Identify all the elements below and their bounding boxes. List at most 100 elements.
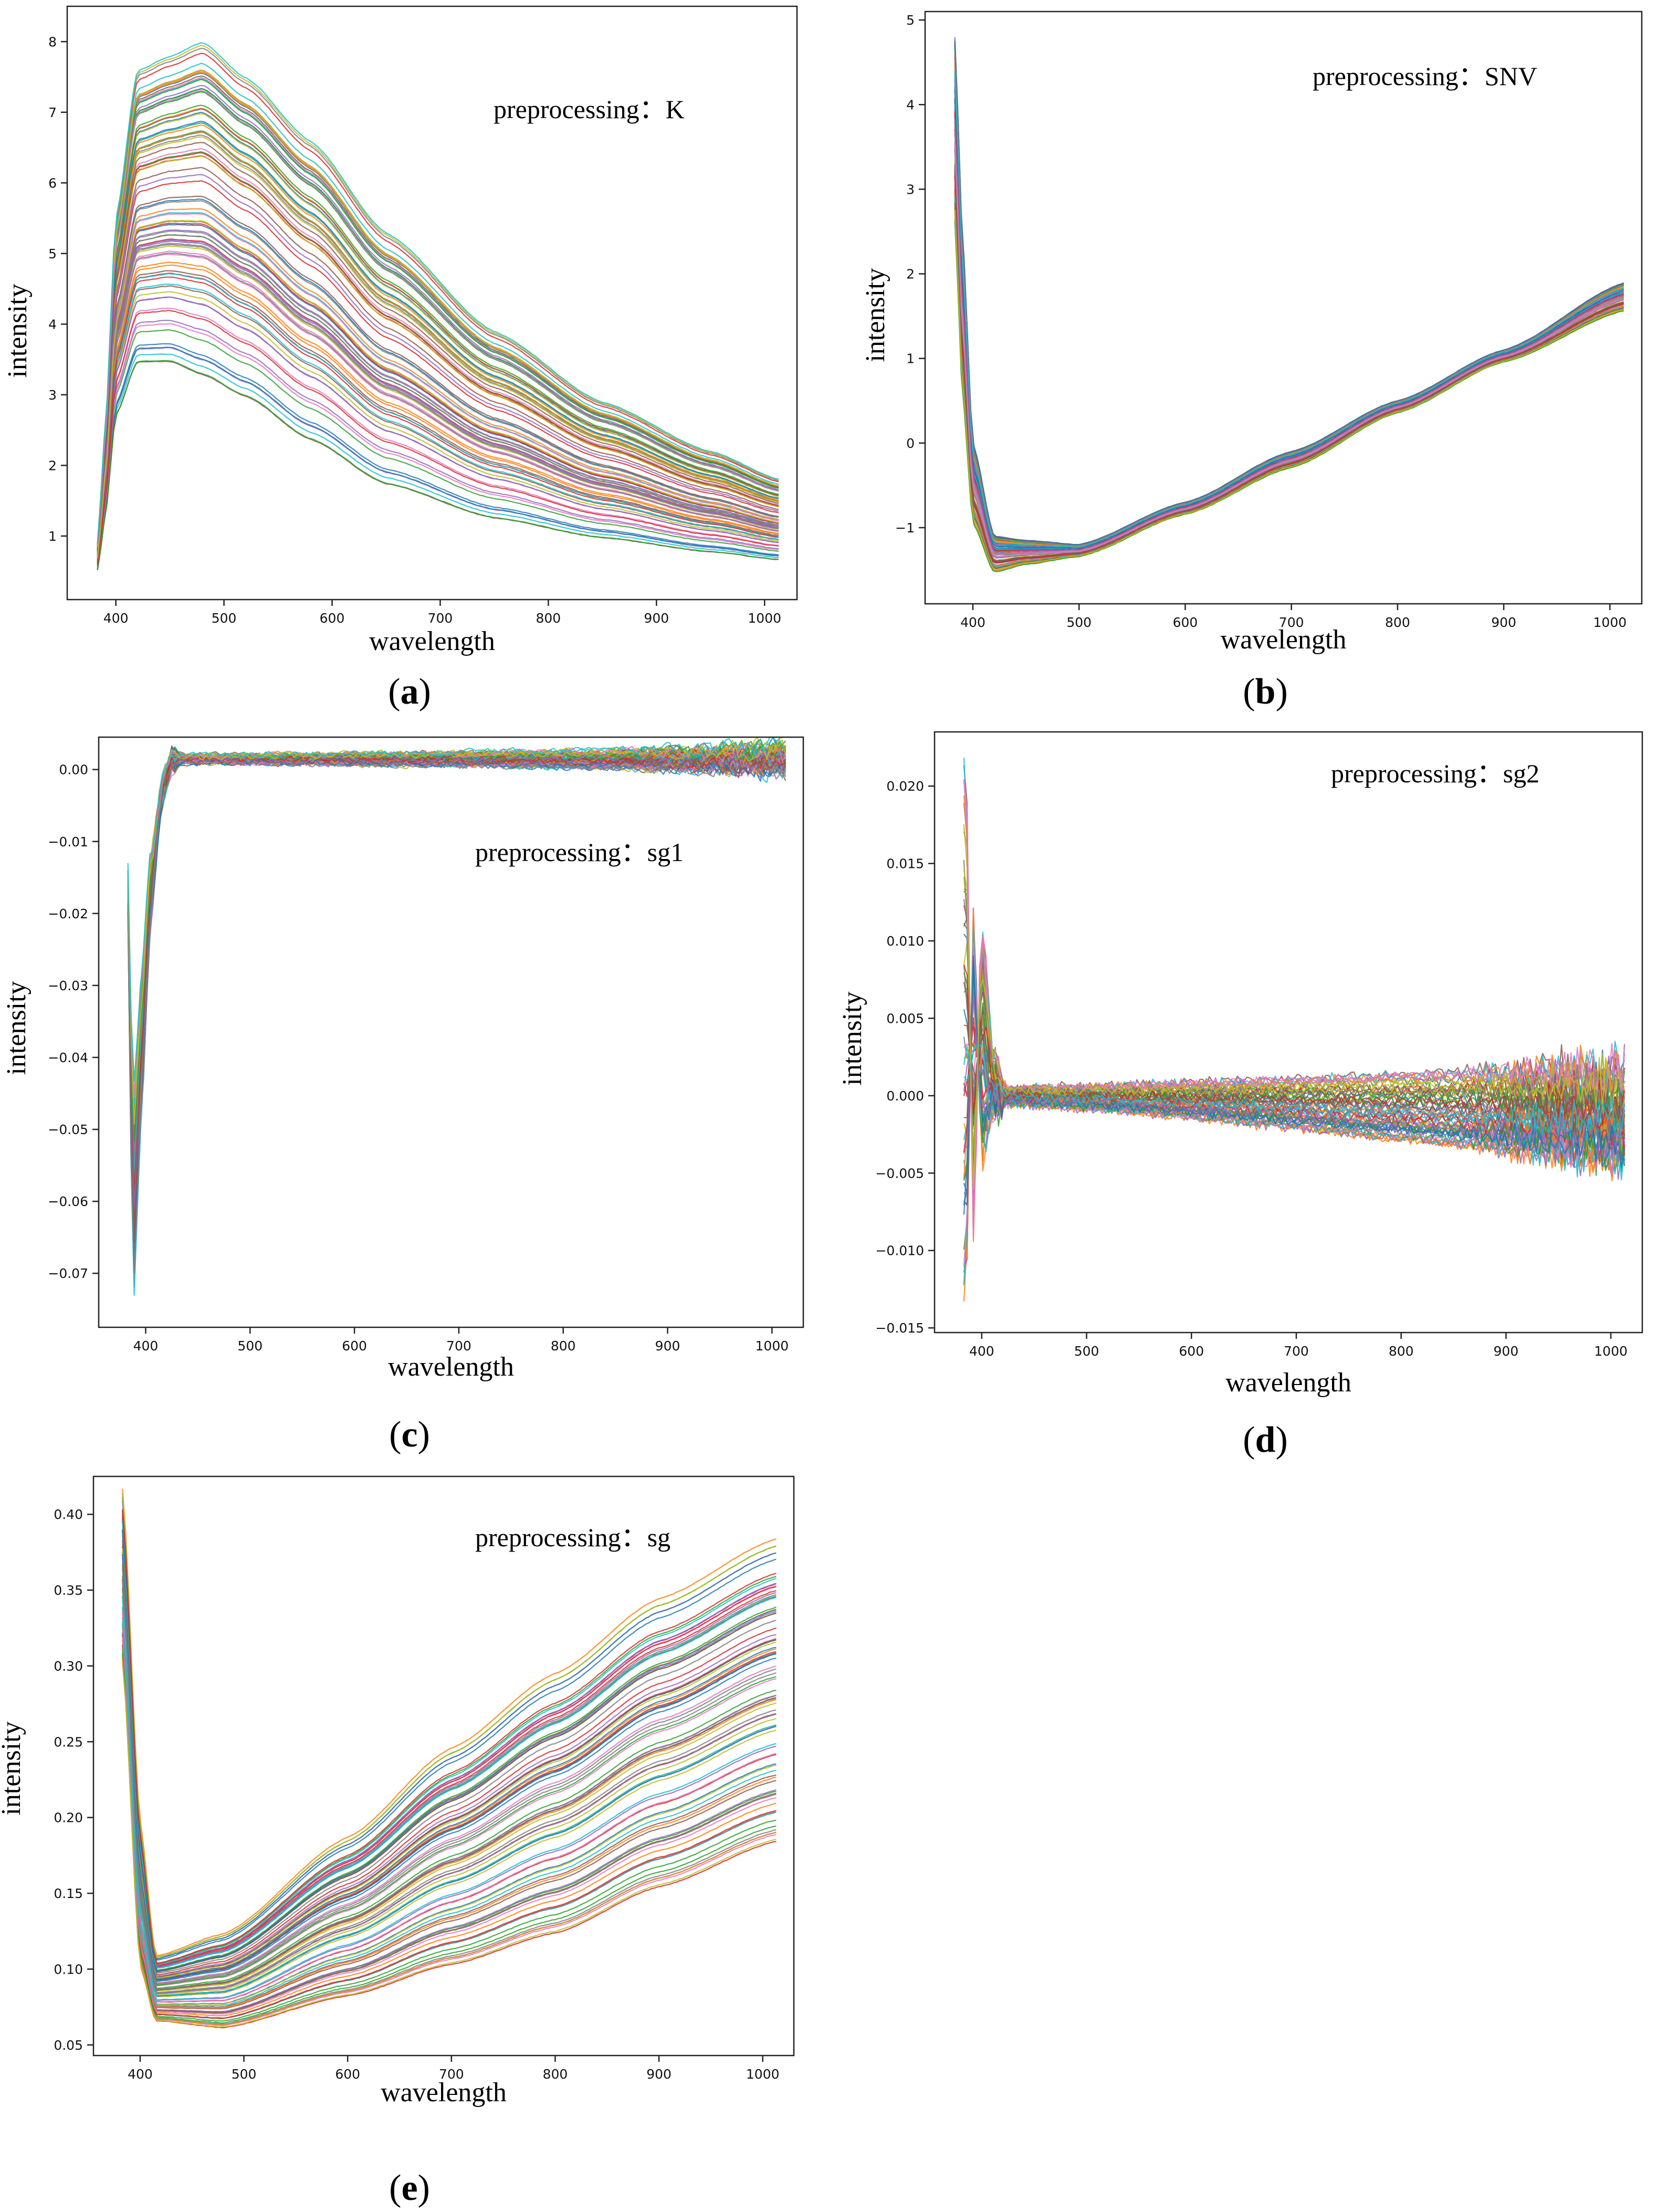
y-tick-label-a-5: 6 xyxy=(48,175,57,191)
series-line-e-19 xyxy=(122,1583,777,1992)
series-line-d-57 xyxy=(963,779,1625,1218)
series-line-e-74 xyxy=(122,1644,777,2019)
series-line-b-85 xyxy=(954,118,1624,553)
y-tick-label-d-6: −0.010 xyxy=(875,1243,924,1259)
series-line-a-36 xyxy=(97,75,779,546)
series-line-e-70 xyxy=(122,1522,777,1969)
series-line-e-21 xyxy=(122,1497,777,1959)
series-line-a-37 xyxy=(97,307,779,566)
series-line-e-33 xyxy=(122,1653,777,2024)
series-line-d-43 xyxy=(963,960,1625,1181)
series-line-a-86 xyxy=(97,142,779,552)
series-line-a-9 xyxy=(97,291,779,564)
series-line-a-63 xyxy=(97,88,779,547)
x-tick-label-d-600: 600 xyxy=(1179,1344,1204,1359)
series-line-a-83 xyxy=(97,360,779,571)
y-tick-label-b-5: 4 xyxy=(906,97,915,112)
series-line-a-14 xyxy=(97,53,779,544)
series-line-e-62 xyxy=(122,1488,777,1956)
series-line-e-51 xyxy=(122,1596,777,1997)
y-tick-label-c-4: −0.04 xyxy=(48,1050,88,1065)
series-line-e-72 xyxy=(122,1625,777,2009)
x-axis-label-a: wavelength xyxy=(369,626,495,656)
series-line-c-56 xyxy=(127,755,786,1243)
series-line-b-83 xyxy=(954,221,1624,572)
series-line-e-68 xyxy=(122,1587,777,1993)
series-line-a-45 xyxy=(97,296,779,565)
x-tick-label-c-700: 700 xyxy=(446,1338,471,1354)
y-tick-label-d-3: 0.005 xyxy=(886,1011,924,1026)
series-line-a-71 xyxy=(97,347,779,570)
series-line-b-87 xyxy=(954,143,1624,558)
x-tick-label-d-500: 500 xyxy=(1074,1344,1099,1359)
x-tick-label-c-500: 500 xyxy=(237,1338,263,1354)
x-tick-label-d-1000: 1000 xyxy=(1594,1344,1628,1359)
series-group-b xyxy=(954,37,1624,572)
y-tick-label-d-4: 0.000 xyxy=(886,1088,924,1104)
panel-c: 400 500 600 700 800 900 1000 0.00 −0.01 −0.02 −0.0… xyxy=(2,736,804,1455)
y-tick-label-c-2: −0.02 xyxy=(48,906,88,921)
series-group-a xyxy=(97,42,779,571)
x-tick-label-a-800: 800 xyxy=(536,611,561,626)
series-line-c-51 xyxy=(127,746,786,1266)
x-tick-label-d-900: 900 xyxy=(1494,1344,1519,1359)
series-line-a-70 xyxy=(97,353,779,570)
x-tick-label-a-900: 900 xyxy=(644,611,669,626)
y-tick-label-b-6: 5 xyxy=(906,13,915,28)
x-tick-label-b-900: 900 xyxy=(1491,615,1516,630)
series-line-e-39 xyxy=(122,1598,777,1998)
series-line-a-68 xyxy=(97,200,779,557)
x-tick-label-b-400: 400 xyxy=(960,615,985,630)
series-line-a-56 xyxy=(97,285,779,564)
y-tick-label-c-3: −0.03 xyxy=(48,978,88,993)
panel-b: 400 500 600 700 800 900 1000 −1 0 1 2 3 4 5 preprocess… xyxy=(861,11,1643,712)
x-tick-label-e-400: 400 xyxy=(128,2067,153,2082)
series-line-e-53 xyxy=(122,1510,777,1965)
y-tick-label-d-2: 0.010 xyxy=(886,934,924,949)
x-tick-label-b-700: 700 xyxy=(1279,615,1304,630)
series-line-a-32 xyxy=(97,208,779,557)
series-line-a-46 xyxy=(97,195,779,556)
series-line-a-29 xyxy=(97,136,779,551)
x-tick-label-a-600: 600 xyxy=(320,611,345,626)
series-line-e-66 xyxy=(122,1547,777,1978)
series-line-a-2 xyxy=(97,261,779,562)
series-line-e-81 xyxy=(122,1554,777,1981)
series-line-a-16 xyxy=(97,270,779,562)
series-line-d-40 xyxy=(963,758,1625,1229)
series-line-e-6 xyxy=(122,1623,777,2008)
y-tick-label-c-7: −0.07 xyxy=(48,1266,88,1281)
series-line-d-55 xyxy=(963,990,1625,1162)
series-line-a-74 xyxy=(97,152,779,552)
series-line-d-47 xyxy=(963,781,1625,1239)
series-line-a-55 xyxy=(97,240,779,560)
series-line-a-48 xyxy=(97,244,779,560)
series-line-e-63 xyxy=(122,1528,777,1971)
series-line-e-11 xyxy=(122,1501,777,1961)
series-line-e-76 xyxy=(122,1634,777,2014)
y-tick-label-d-7: −0.015 xyxy=(875,1320,924,1336)
series-line-c-58 xyxy=(127,753,786,1274)
x-axis-label-e: wavelength xyxy=(381,2078,507,2108)
x-tick-label-e-600: 600 xyxy=(335,2067,360,2082)
series-line-e-69 xyxy=(122,1493,777,1958)
series-line-c-55 xyxy=(127,750,786,1210)
y-axis-label-c: intensity xyxy=(2,981,32,1075)
series-line-e-67 xyxy=(122,1611,777,2003)
series-line-e-8 xyxy=(122,1655,777,2025)
series-line-a-31 xyxy=(97,111,779,549)
y-tick-label-e-2: 0.15 xyxy=(54,1886,83,1901)
series-line-e-79 xyxy=(122,1548,777,1979)
y-axis-label-e: intensity xyxy=(0,1721,26,1815)
series-line-e-90 xyxy=(122,1621,777,2007)
panel-label-b: (b) xyxy=(1243,672,1288,712)
x-axis-label-b: wavelength xyxy=(1221,625,1347,655)
series-line-a-59 xyxy=(97,45,779,543)
annotation-b: preprocessing：SNV xyxy=(1313,61,1537,91)
y-tick-label-b-4: 3 xyxy=(906,182,915,197)
plot-frame-e xyxy=(92,1475,795,2057)
series-line-d-38 xyxy=(963,899,1625,1159)
series-line-e-46 xyxy=(122,1531,777,1973)
series-line-e-83 xyxy=(122,1649,777,2022)
